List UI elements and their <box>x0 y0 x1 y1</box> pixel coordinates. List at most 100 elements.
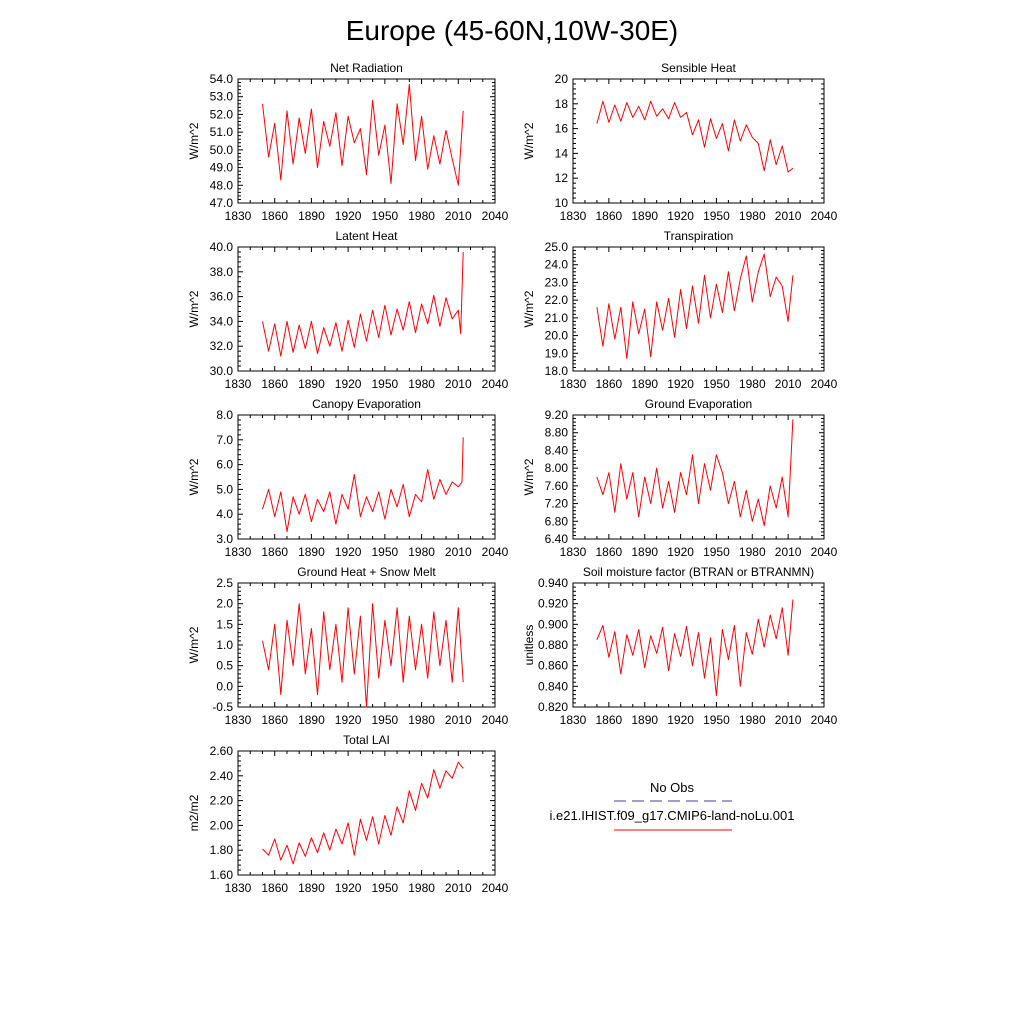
y-tick-label: 1.5 <box>216 617 233 631</box>
y-tick-label: 25.0 <box>545 240 569 254</box>
y-tick-label: 49.0 <box>210 161 234 175</box>
x-tick-label: 2040 <box>811 545 838 559</box>
y-tick-label: 2.40 <box>210 769 234 783</box>
chart-panel-9: Total LAI m2/m2 1830 1860 1890 1920 1950 1980 20… <box>187 733 509 895</box>
y-tick-label: 36.0 <box>210 290 234 304</box>
y-tick-label: 23.0 <box>545 275 569 289</box>
x-tick-label: 1920 <box>335 713 362 727</box>
x-tick-label: 2010 <box>445 377 472 391</box>
y-tick-label: 2.60 <box>210 744 234 758</box>
y-tick-label: 21.0 <box>545 311 569 325</box>
x-tick-label: 1860 <box>261 377 288 391</box>
figure-title: Europe (45-60N,10W-30E) <box>346 15 679 46</box>
x-tick-label: 1950 <box>372 713 399 727</box>
x-tick-label: 2040 <box>482 713 509 727</box>
y-tick-label: 54.0 <box>210 72 234 86</box>
y-tick-label: 1.60 <box>210 868 234 882</box>
y-tick-label: 5.0 <box>216 482 233 496</box>
y-tick-label: 0.920 <box>538 597 568 611</box>
x-tick-label: 1830 <box>560 209 587 223</box>
x-tick-label: 2010 <box>775 545 802 559</box>
x-tick-label: 1860 <box>596 545 623 559</box>
x-tick-label: 1860 <box>261 881 288 895</box>
x-tick-label: 2040 <box>482 209 509 223</box>
x-tick-label: 1890 <box>631 545 658 559</box>
x-tick-label: 1950 <box>703 545 730 559</box>
y-tick-label: 2.0 <box>216 597 233 611</box>
x-tick-label: 2010 <box>775 209 802 223</box>
y-tick-label: 8.80 <box>545 426 569 440</box>
x-tick-label: 1890 <box>631 209 658 223</box>
x-tick-label: 2040 <box>811 377 838 391</box>
plot-frame <box>572 78 825 204</box>
panel-title: Ground Evaporation <box>645 397 752 411</box>
x-tick-label: 1950 <box>703 209 730 223</box>
y-tick-label: 53.0 <box>210 90 234 104</box>
legend-model-label: i.e21.IHIST.f09_g17.CMIP6-land-noLu.001 <box>550 808 795 823</box>
x-tick-label: 1830 <box>225 377 252 391</box>
series-line <box>262 83 464 186</box>
y-tick-label: 2.20 <box>210 794 234 808</box>
series-line <box>596 253 794 360</box>
y-tick-label: 12 <box>555 171 569 185</box>
series-line <box>262 603 464 708</box>
panel-title: Net Radiation <box>330 61 403 75</box>
y-tick-label: 20.0 <box>545 329 569 343</box>
plot-frame <box>572 246 825 372</box>
y-tick-label: 50.0 <box>210 143 234 157</box>
panel-title: Transpiration <box>664 229 734 243</box>
y-tick-label: 52.0 <box>210 107 234 121</box>
x-tick-label: 1830 <box>225 545 252 559</box>
y-tick-label: 0.860 <box>538 659 568 673</box>
panels-group: Net Radiation W/m^2 1830 1860 1890 1920 1950 19… <box>187 61 838 895</box>
series-line <box>596 100 794 173</box>
series-line <box>262 251 464 357</box>
y-tick-label: 38.0 <box>210 265 234 279</box>
x-tick-label: 1890 <box>631 377 658 391</box>
x-tick-label: 2040 <box>482 377 509 391</box>
x-tick-label: 1890 <box>298 545 325 559</box>
plot-frame <box>237 78 496 204</box>
x-tick-label: 1860 <box>596 713 623 727</box>
x-tick-label: 1920 <box>335 881 362 895</box>
y-axis-label: W/m^2 <box>187 458 201 495</box>
series-line <box>596 599 794 697</box>
y-tick-label: 0.880 <box>538 638 568 652</box>
chart-panel-4: Transpiration W/m^2 1830 1860 1890 1920 1950 19… <box>522 229 838 391</box>
y-axis-label: m2/m2 <box>187 794 201 831</box>
x-tick-label: 1950 <box>372 545 399 559</box>
x-tick-label: 2040 <box>811 713 838 727</box>
x-tick-label: 2040 <box>811 209 838 223</box>
x-tick-label: 2010 <box>445 881 472 895</box>
y-tick-label: 18.0 <box>545 364 569 378</box>
y-tick-label: 6.80 <box>545 514 569 528</box>
y-tick-label: 0.840 <box>538 679 568 693</box>
x-tick-label: 2010 <box>445 713 472 727</box>
x-tick-label: 1920 <box>667 545 694 559</box>
y-tick-label: 0.900 <box>538 617 568 631</box>
x-tick-label: 2040 <box>482 545 509 559</box>
x-tick-label: 1980 <box>739 545 766 559</box>
x-tick-label: 1950 <box>372 881 399 895</box>
y-tick-label: 24.0 <box>545 258 569 272</box>
y-tick-label: 8.00 <box>545 461 569 475</box>
x-tick-label: 1920 <box>335 545 362 559</box>
y-axis-label: W/m^2 <box>522 458 536 495</box>
x-tick-label: 1950 <box>372 377 399 391</box>
x-tick-label: 1860 <box>261 545 288 559</box>
y-tick-label: 0.820 <box>538 700 568 714</box>
y-tick-label: 8.40 <box>545 443 569 457</box>
y-tick-label: 4.0 <box>216 507 233 521</box>
y-axis-label: W/m^2 <box>187 290 201 327</box>
y-tick-label: 0.0 <box>216 679 233 693</box>
x-tick-label: 2010 <box>775 713 802 727</box>
series-line <box>262 437 464 533</box>
x-tick-label: 1920 <box>667 377 694 391</box>
x-tick-label: 1980 <box>739 377 766 391</box>
y-tick-label: 3.0 <box>216 532 233 546</box>
series-line <box>262 761 464 865</box>
y-tick-label: 40.0 <box>210 240 234 254</box>
x-tick-label: 1980 <box>408 377 435 391</box>
y-tick-label: 9.20 <box>545 408 569 422</box>
